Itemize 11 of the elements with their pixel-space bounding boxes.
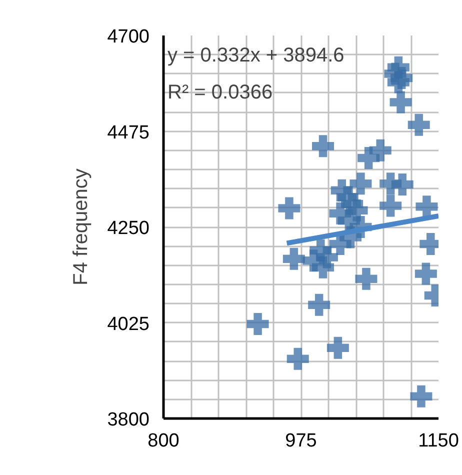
y-axis-title: F4 frequency: [70, 168, 92, 286]
y-tick-label: 4700: [107, 26, 150, 48]
y-tick-label: 4475: [107, 122, 150, 144]
x-tick-label: 1150: [418, 430, 459, 452]
x-tick-label: 975: [285, 430, 317, 452]
y-tick-label: 3800: [107, 410, 150, 430]
y-tick-label: 4025: [107, 314, 150, 335]
x-tick-label: 800: [148, 430, 180, 452]
annotation: y = 0.332x + 3894.6: [168, 44, 344, 66]
y-tick-label: 4250: [107, 218, 150, 239]
annotation: R² = 0.0366: [168, 82, 273, 104]
